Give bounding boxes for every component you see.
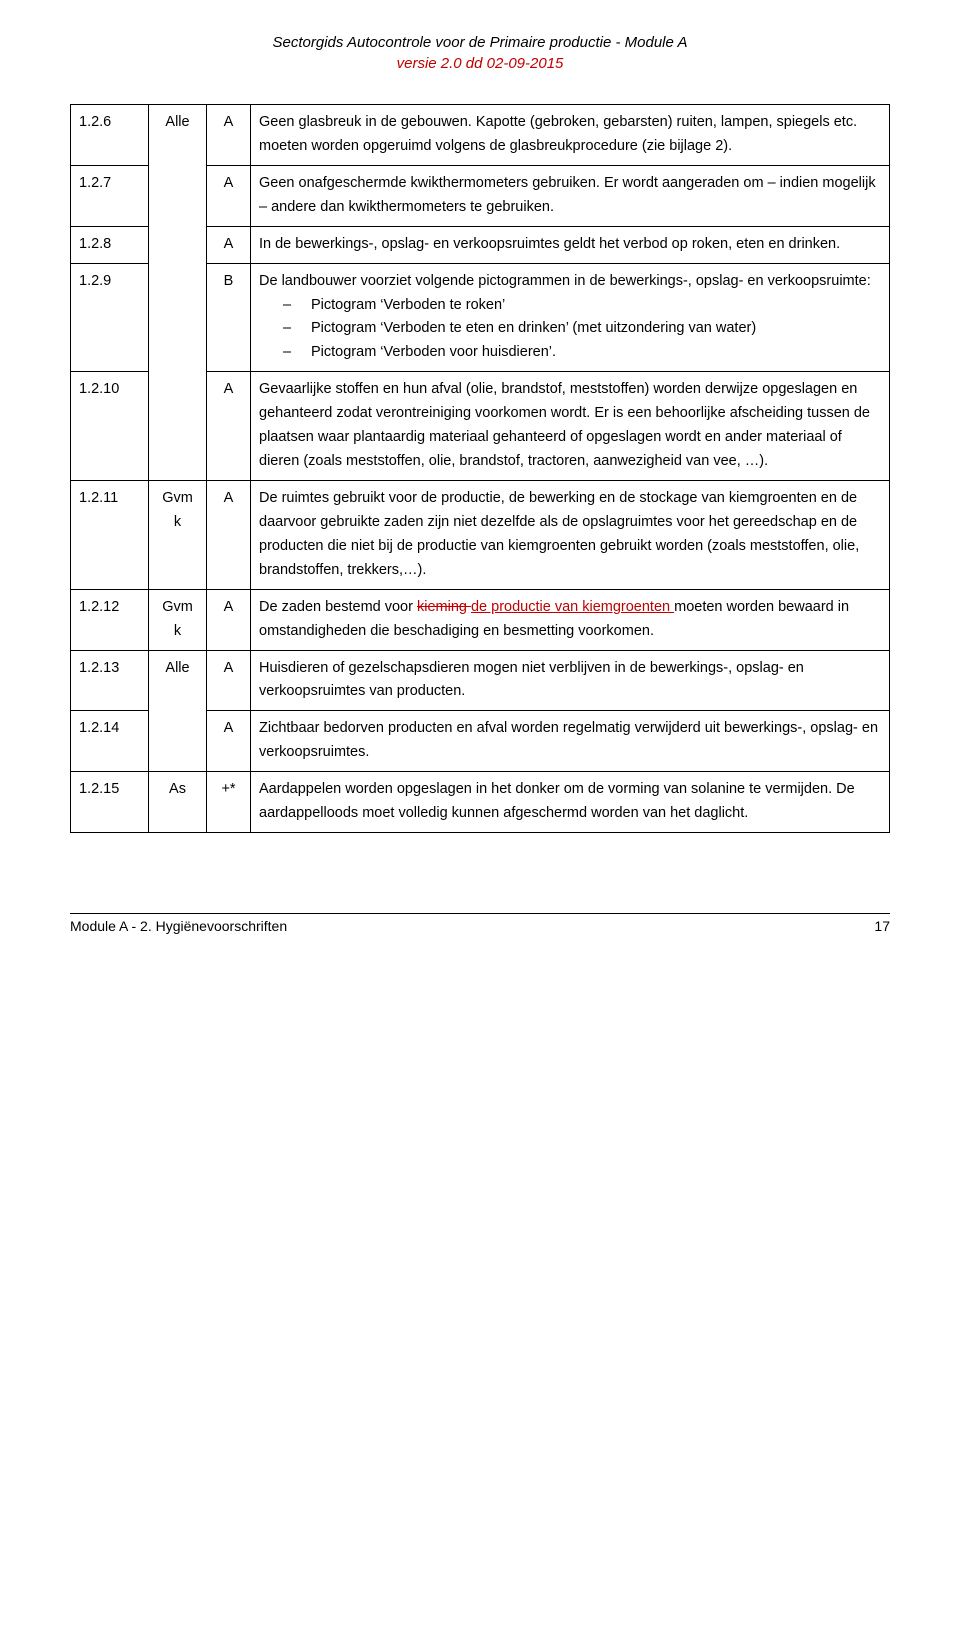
row-id: 1.2.11	[71, 480, 149, 589]
table-row: 1.2.12 Gvm k A De zaden bestemd voor kie…	[71, 589, 890, 650]
row-level: A	[207, 650, 251, 711]
row-description: Aardappelen worden opgeslagen in het don…	[251, 772, 890, 833]
bullet-list: Pictogram ‘Verboden te roken’ Pictogram …	[259, 294, 881, 366]
row-id: 1.2.8	[71, 226, 149, 263]
row-category: Gvm k	[149, 589, 207, 650]
table-row: 1.2.13 Alle A Huisdieren of gezelschapsd…	[71, 650, 890, 711]
row-description: Geen onafgeschermde kwikthermometers geb…	[251, 165, 890, 226]
inserted-text: de productie van kiemgroenten	[471, 599, 674, 615]
row-level: A	[207, 165, 251, 226]
row-id: 1.2.12	[71, 589, 149, 650]
row-category: Gvm k	[149, 480, 207, 589]
row-description: Geen glasbreuk in de gebouwen. Kapotte (…	[251, 105, 890, 166]
list-item: Pictogram ‘Verboden voor huisdieren’.	[311, 341, 881, 365]
header-line-1: Sectorgids Autocontrole voor de Primaire…	[70, 32, 890, 53]
row-level: A	[207, 589, 251, 650]
row-level: A	[207, 226, 251, 263]
list-item: Pictogram ‘Verboden te roken’	[311, 294, 881, 318]
row-category: As	[149, 772, 207, 833]
row-id: 1.2.9	[71, 263, 149, 372]
row-description: Gevaarlijke stoffen en hun afval (olie, …	[251, 372, 890, 481]
row-description: De ruimtes gebruikt voor de productie, d…	[251, 480, 890, 589]
row-id: 1.2.15	[71, 772, 149, 833]
table-row: 1.2.15 As +* Aardappelen worden opgeslag…	[71, 772, 890, 833]
row-description: Zichtbaar bedorven producten en afval wo…	[251, 711, 890, 772]
row-description: De zaden bestemd voor kieming de product…	[251, 589, 890, 650]
row-id: 1.2.10	[71, 372, 149, 481]
row-id: 1.2.7	[71, 165, 149, 226]
row-level: A	[207, 711, 251, 772]
row-id: 1.2.14	[71, 711, 149, 772]
row-id: 1.2.13	[71, 650, 149, 711]
row-level: A	[207, 372, 251, 481]
row-category: Alle	[149, 650, 207, 772]
row-level: B	[207, 263, 251, 372]
page-footer: Module A - 2. Hygiënevoorschriften 17	[70, 913, 890, 934]
row-intro: De landbouwer voorziet volgende pictogra…	[259, 273, 871, 289]
header-line-2: versie 2.0 dd 02-09-2015	[70, 53, 890, 74]
table-row: 1.2.11 Gvm k A De ruimtes gebruikt voor …	[71, 480, 890, 589]
footer-left: Module A - 2. Hygiënevoorschriften	[70, 918, 287, 934]
row-level: A	[207, 480, 251, 589]
row-description: In de bewerkings-, opslag- en verkoopsru…	[251, 226, 890, 263]
table-row: 1.2.6 Alle A Geen glasbreuk in de gebouw…	[71, 105, 890, 166]
text-pre: De zaden bestemd voor	[259, 599, 417, 615]
requirements-table: 1.2.6 Alle A Geen glasbreuk in de gebouw…	[70, 104, 890, 833]
row-description: Huisdieren of gezelschapsdieren mogen ni…	[251, 650, 890, 711]
page-header: Sectorgids Autocontrole voor de Primaire…	[70, 32, 890, 74]
strikethrough-text: kieming	[417, 599, 471, 615]
footer-page-number: 17	[874, 918, 890, 934]
row-category: Alle	[149, 105, 207, 481]
row-description: De landbouwer voorziet volgende pictogra…	[251, 263, 890, 372]
row-id: 1.2.6	[71, 105, 149, 166]
row-level: +*	[207, 772, 251, 833]
list-item: Pictogram ‘Verboden te eten en drinken’ …	[311, 317, 881, 341]
row-level: A	[207, 105, 251, 166]
